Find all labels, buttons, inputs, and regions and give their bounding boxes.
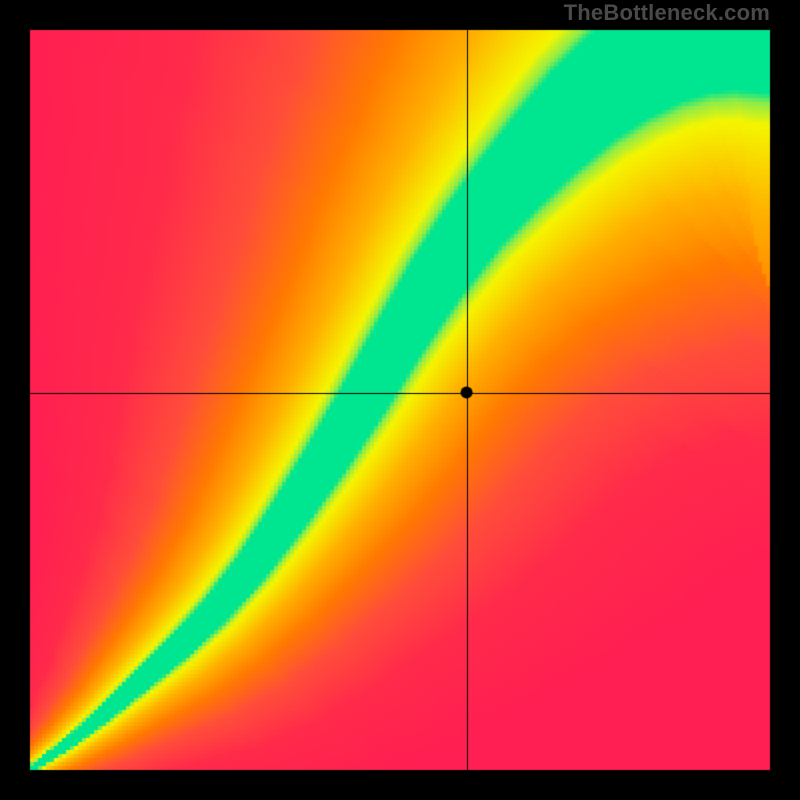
watermark-text: TheBottleneck.com <box>564 0 770 26</box>
bottleneck-heatmap-canvas <box>0 0 800 800</box>
chart-container: TheBottleneck.com <box>0 0 800 800</box>
